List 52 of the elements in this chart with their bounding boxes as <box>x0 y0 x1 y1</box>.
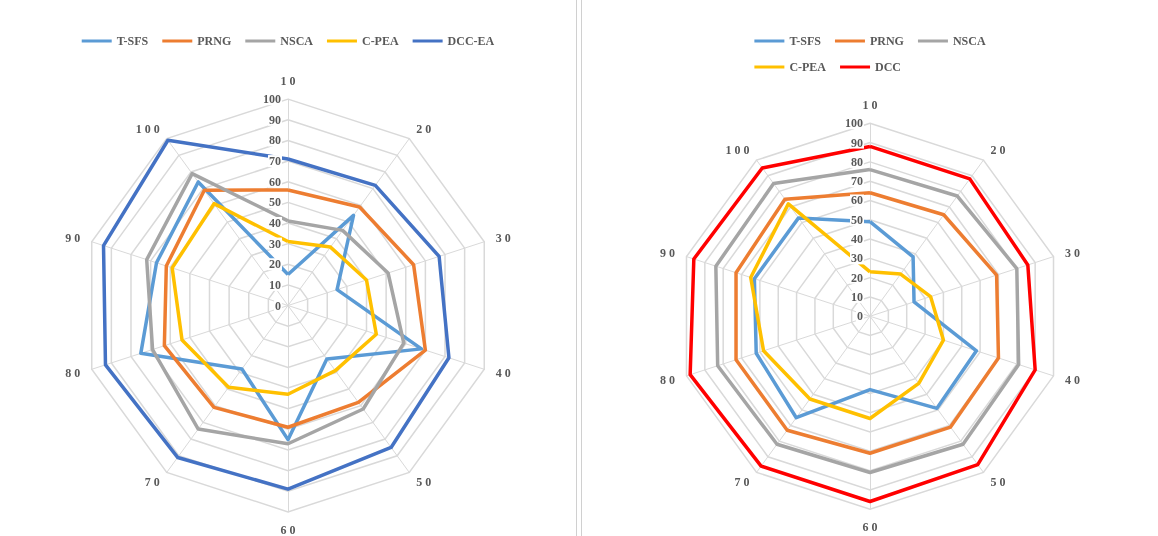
y-tick-label: 80 <box>269 133 281 148</box>
y-tick-label: 20 <box>269 257 281 272</box>
y-tick-label: 80 <box>851 154 863 169</box>
legend-label: NSCA <box>280 34 314 48</box>
legend-label: DCC-EA <box>447 34 495 48</box>
spoke-label: 7 0 <box>734 475 750 490</box>
spoke-label: 8 0 <box>660 372 676 387</box>
spoke-label: 2 0 <box>416 121 432 136</box>
spoke-label: 5 0 <box>416 475 432 490</box>
spoke-label: 1 0 <box>280 74 296 89</box>
spoke-label: 1 0 0 <box>135 121 160 136</box>
y-tick-label: 30 <box>269 236 281 251</box>
legend-label: PRNG <box>869 34 904 48</box>
legend-label: DCC <box>875 60 902 74</box>
y-tick-label: 60 <box>851 193 863 208</box>
y-tick-label: 0 <box>275 298 281 313</box>
y-tick-label: 100 <box>263 92 281 107</box>
spoke-label: 2 0 <box>990 143 1006 158</box>
y-tick-label: 100 <box>845 116 863 131</box>
spoke-label: 1 0 0 <box>725 143 750 158</box>
y-tick-label: 30 <box>851 251 863 266</box>
y-tick-label: 70 <box>269 154 281 169</box>
legend-label: C-PEA <box>789 60 827 74</box>
legend-label: T-SFS <box>116 34 149 48</box>
spoke-label: 3 0 <box>495 231 511 246</box>
spoke-label: 3 0 <box>1064 245 1080 260</box>
spoke-label: 8 0 <box>65 366 81 380</box>
y-tick-label: 40 <box>269 215 281 230</box>
y-tick-label: 10 <box>851 289 863 304</box>
y-tick-label: 90 <box>851 135 863 150</box>
legend-label: PRNG <box>197 34 232 48</box>
spoke-label: 7 0 <box>144 475 160 490</box>
spoke-label: 6 0 <box>862 520 878 535</box>
y-tick-label: 90 <box>269 112 281 127</box>
legend-label: T-SFS <box>789 34 822 48</box>
spoke-label: 4 0 <box>495 366 511 380</box>
y-tick-label: 70 <box>851 174 863 189</box>
spoke-label: 6 0 <box>280 522 296 536</box>
legend-label: NSCA <box>952 34 986 48</box>
spoke-label: 5 0 <box>990 475 1006 490</box>
spoke-label: 1 0 <box>862 98 878 113</box>
y-tick-label: 50 <box>269 195 281 210</box>
spoke-label: 4 0 <box>1064 372 1080 387</box>
y-tick-label: 20 <box>851 270 863 285</box>
y-tick-label: 60 <box>269 174 281 189</box>
y-tick-label: 50 <box>851 212 863 227</box>
y-tick-label: 10 <box>269 277 281 292</box>
spoke-label: 9 0 <box>65 231 81 246</box>
y-tick-label: 0 <box>857 309 863 324</box>
spoke-label: 9 0 <box>660 245 676 260</box>
y-tick-label: 40 <box>851 232 863 247</box>
legend-label: C-PEA <box>361 34 399 48</box>
